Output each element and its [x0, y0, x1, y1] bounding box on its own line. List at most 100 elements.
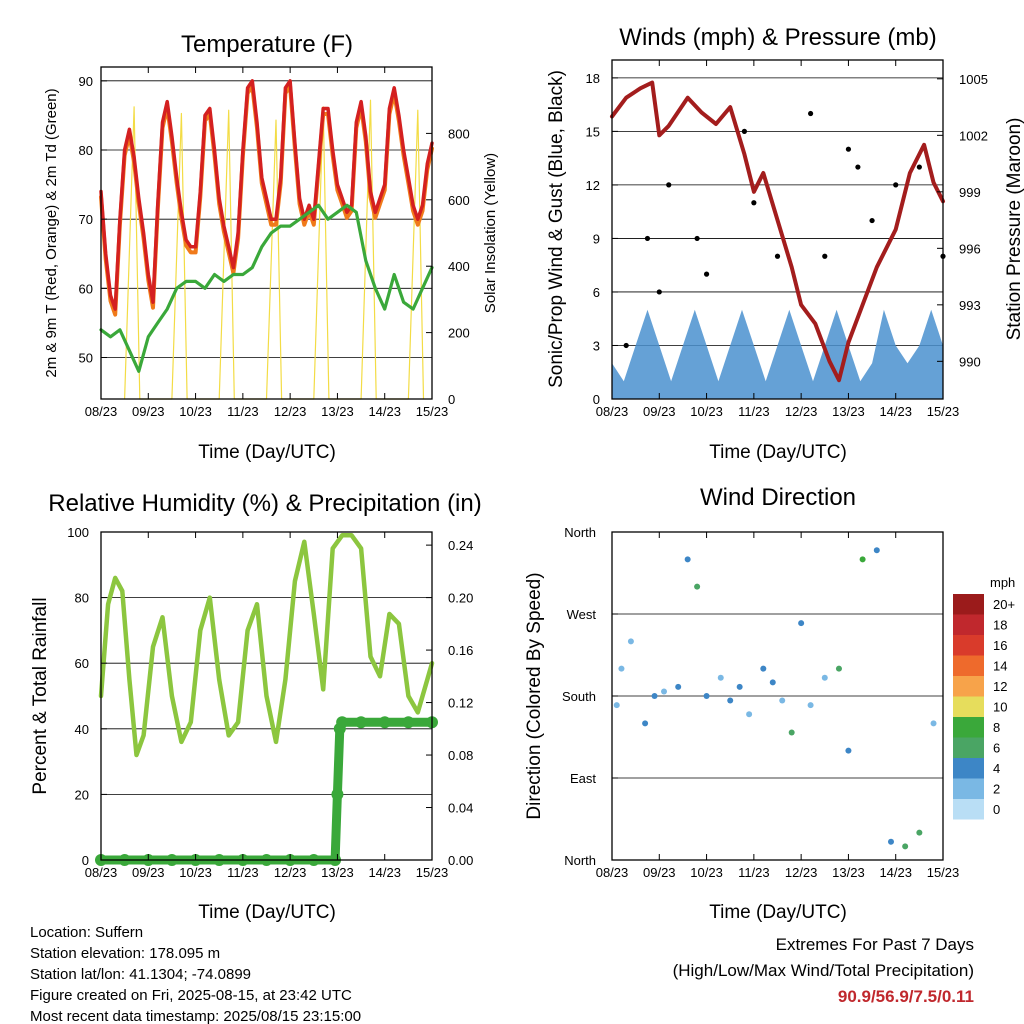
rh-series: [98, 533, 435, 758]
location-text: Location: Suffern: [30, 924, 144, 941]
winds-ytick-label: 18: [586, 71, 600, 86]
temperature-plot-frame: [100, 66, 433, 400]
humidity-ticks: 0 20 40 60 80 100 0.00 0.04 0.08 0.12 0.16 0.20 0.24…: [67, 525, 473, 880]
pressure-ytick-label: 993: [959, 298, 981, 313]
direction-point: [859, 556, 866, 563]
winds-xlabel: Time (Day/UTC): [709, 442, 847, 463]
winds-ytick-label: 3: [593, 338, 600, 353]
direction-point: [627, 638, 634, 645]
gust-point: [656, 289, 662, 295]
legend-label: 18: [993, 618, 1007, 633]
legend-label: 0: [993, 802, 1000, 817]
winds-ytick-label: 12: [586, 178, 600, 193]
solar-ytick-label: 400: [448, 259, 470, 274]
temperature-xtick-label: 12/23: [274, 404, 307, 419]
precip-point: [402, 716, 415, 729]
humidity-xlabel: Time (Day/UTC): [198, 902, 336, 923]
precip-ytick-label: 0.00: [448, 853, 473, 868]
direction-point: [930, 720, 937, 727]
extremes-box: Extremes For Past 7 Days (High/Low/Max W…: [673, 932, 974, 1010]
station-info: Location: Suffern Station elevation: 178…: [30, 922, 361, 1024]
humidity-xtick-label: 11/23: [227, 865, 259, 880]
humidity-plot-frame: [100, 531, 433, 861]
precip-line: [96, 717, 437, 865]
gust-point: [741, 128, 748, 134]
direction-ylabel: Direction (Colored By Speed): [524, 572, 545, 819]
legend-label: 6: [993, 741, 1000, 756]
winds-ylabel: Sonic/Prop Wind & Gust (Blue, Black): [546, 70, 567, 388]
elevation-text: Station elevation: 178.095 m: [30, 945, 221, 962]
pressure-ytick-label: 1005: [959, 72, 988, 87]
gust-point: [666, 182, 672, 188]
temperature-xtick-label: 10/23: [179, 404, 212, 419]
solar-ytick-label: 600: [448, 193, 470, 208]
temperature-ytick-label: 50: [79, 351, 93, 366]
precip-point: [331, 788, 344, 801]
direction-point: [807, 702, 814, 709]
legend-swatch: [953, 778, 984, 799]
humidity-title: Relative Humidity (%) & Precipitation (i…: [48, 490, 481, 517]
winds-xtick-label: 10/23: [690, 404, 723, 419]
humidity-xtick-label: 09/23: [132, 865, 165, 880]
pressure-ytick-label: 996: [959, 241, 981, 256]
pressure-ytick-label: 990: [959, 354, 981, 369]
t2m-series: [99, 79, 434, 311]
speed-legend: mph 20+ 18 16 14 12 10 8 6 4 2 0: [953, 575, 1015, 820]
direction-points: [613, 547, 937, 850]
humidity-ytick-label: 80: [75, 591, 89, 606]
legend-swatch: [953, 799, 984, 820]
direction-xlabel: Time (Day/UTC): [709, 902, 847, 923]
precip-ytick-label: 0.24: [448, 538, 473, 553]
temperature-panel: Temperature (F) 50 60 70 80 90 0 200 400 600 800 0…: [43, 31, 499, 463]
legend-swatch: [953, 594, 984, 615]
direction-xtick-label: 12/23: [785, 865, 818, 880]
direction-point: [717, 674, 724, 681]
temperature-xtick-label: 11/23: [227, 404, 259, 419]
legend-unit: mph: [990, 575, 1015, 590]
humidity-xtick-label: 15/23: [416, 865, 449, 880]
winds-xtick-label: 09/23: [643, 404, 676, 419]
solar-line: [123, 99, 425, 400]
winds-xtick-label: 08/23: [596, 404, 629, 419]
precip-ytick-label: 0.12: [448, 696, 473, 711]
direction-gridlines: [612, 531, 943, 861]
direction-xtick-label: 13/23: [832, 865, 865, 880]
legend-swatch: [953, 635, 984, 656]
precip-point: [336, 716, 349, 729]
temperature-xlabel: Time (Day/UTC): [198, 442, 336, 463]
gust-point: [623, 342, 629, 349]
humidity-ytick-label: 60: [75, 656, 89, 671]
direction-xtick-label: 14/23: [879, 865, 912, 880]
temperature-ylabel: 2m & 9m T (Red, Orange) & 2m Td (Green): [43, 88, 60, 377]
precip-ytick-label: 0.16: [448, 643, 473, 658]
direction-point: [769, 679, 776, 686]
t2m-line: [99, 79, 434, 311]
humidity-xtick-label: 08/23: [85, 865, 118, 880]
temperature-xtick-label: 15/23: [416, 404, 449, 419]
extremes-heading: Extremes For Past 7 Days: [775, 935, 974, 954]
direction-ytick-label: North: [564, 525, 596, 540]
direction-point: [703, 693, 710, 699]
direction-xtick-label: 11/23: [738, 865, 770, 880]
precip-ytick-label: 0.08: [448, 748, 473, 763]
legend-swatch: [953, 614, 984, 635]
extremes-subheading: (High/Low/Max Wind/Total Precipitation): [672, 961, 974, 980]
winds-xtick-label: 12/23: [785, 404, 818, 419]
gust-point: [916, 164, 922, 170]
temperature-xtick-label: 13/23: [321, 404, 354, 419]
direction-point: [651, 693, 658, 699]
direction-point: [684, 556, 691, 563]
direction-ytick-label: South: [562, 689, 596, 704]
gust-point: [644, 235, 651, 242]
temperature-xtick-label: 09/23: [132, 404, 165, 419]
gust-series: [623, 110, 946, 349]
legend-label: 16: [993, 638, 1007, 653]
precip-point: [355, 716, 368, 729]
temperature-ticks: 50 60 70 80 90 0 200 400 600 800 08/23 09/23 10/23 11…: [79, 67, 470, 419]
direction-point: [788, 729, 795, 736]
dewpoint-series: [99, 203, 434, 373]
direction-point: [661, 688, 668, 695]
humidity-ylabel: Percent & Total Rainfall: [30, 597, 51, 794]
pressure-line: [610, 80, 945, 383]
